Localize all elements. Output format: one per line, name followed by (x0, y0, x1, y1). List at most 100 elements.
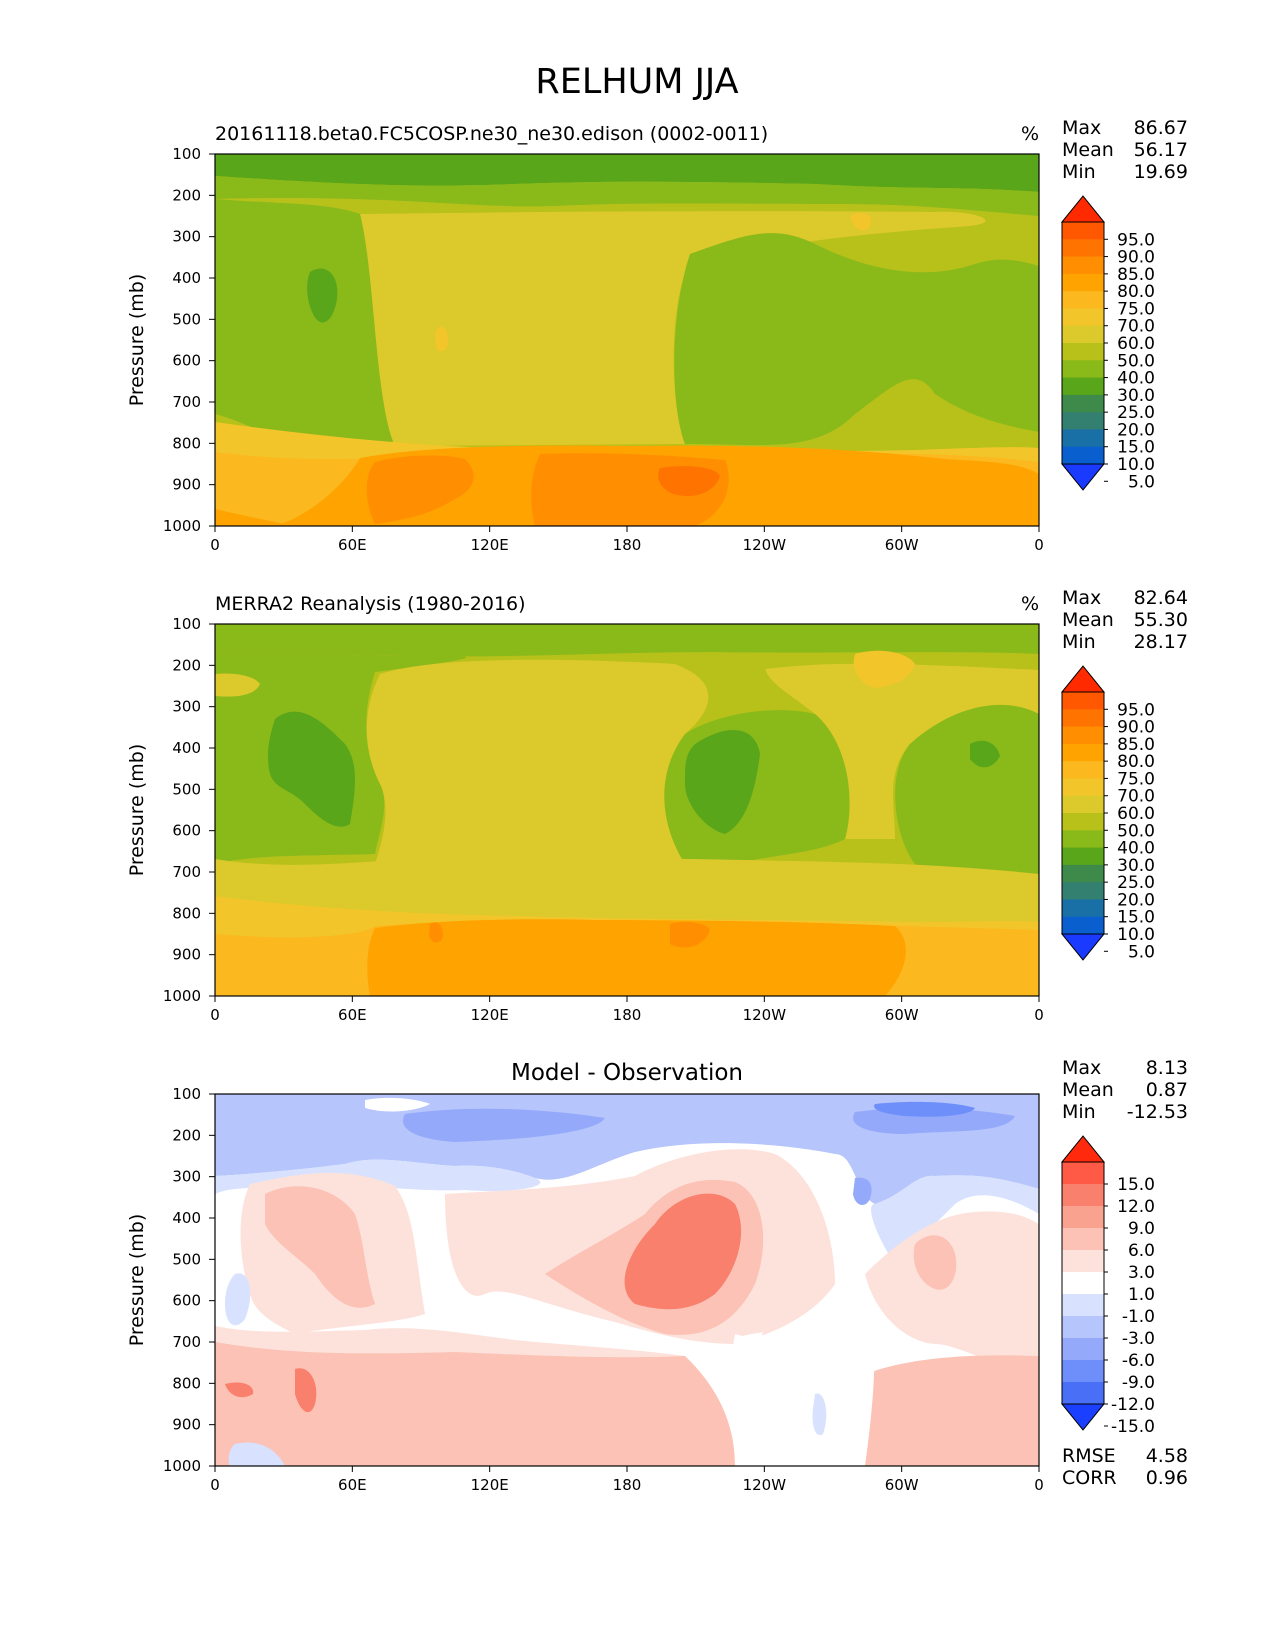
y-tick-label: 200 (172, 1126, 201, 1144)
colorbar-label: -12.0 (1111, 1395, 1155, 1415)
colorbar-swatch (1062, 1338, 1104, 1361)
colorbar-swatch (1062, 916, 1104, 935)
stat-min-value: 19.69 (1134, 161, 1188, 183)
colorbar-label: -1.0 (1122, 1307, 1155, 1327)
panel-observation: MERRA2 Reanalysis (1980-2016) % (126, 587, 1188, 1024)
y-tick-label: 100 (172, 145, 201, 163)
x-tick-label: 0 (1034, 536, 1044, 554)
x-tick-label: 60W (885, 536, 919, 554)
x-tick-label: 0 (1034, 1006, 1044, 1024)
x-tick-label: 180 (613, 1006, 642, 1024)
x-axis: 0 60E 120E 180 120W 60W 0 (210, 1466, 1044, 1494)
contour-fill (215, 1094, 1039, 1466)
colorbar-label: 90.0 (1117, 248, 1155, 268)
x-tick-label: 60E (338, 1476, 367, 1494)
colorbar-label: 85.0 (1117, 265, 1155, 285)
colorbar-label: 50.0 (1117, 821, 1155, 841)
x-tick-label: 180 (613, 1476, 642, 1494)
colorbar-swatch (1062, 1250, 1104, 1273)
colorbar-label: 25.0 (1117, 403, 1155, 423)
y-tick-label: 500 (172, 1250, 201, 1268)
colorbar-swatch (1062, 864, 1104, 883)
colorbar-swatch (1062, 412, 1104, 430)
colorbar-swatch (1062, 795, 1104, 814)
colorbar-extend-max (1060, 1135, 1106, 1163)
colorbar-label: 12.0 (1117, 1197, 1155, 1217)
stats-block: Max 8.13 Mean 0.87 Min -12.53 (1062, 1057, 1188, 1123)
colorbar-label: -6.0 (1122, 1351, 1155, 1371)
y-tick-label: 700 (172, 1333, 201, 1351)
y-tick-label: 800 (172, 904, 201, 922)
stat-mean-value: 55.30 (1134, 609, 1188, 631)
stat-mean-label: Mean (1062, 1079, 1114, 1101)
colorbar-swatch (1062, 813, 1104, 831)
stat-mean-value: 0.87 (1146, 1079, 1188, 1101)
y-tick-label: 800 (172, 1374, 201, 1392)
stat-max-value: 82.64 (1134, 587, 1188, 609)
y-tick-label: 500 (172, 780, 201, 798)
colorbar-swatch (1062, 377, 1104, 396)
colorbar: 15.012.09.06.03.01.0-1.0-3.0-6.0-9.0-12.… (1060, 1135, 1155, 1437)
y-tick-label: 1000 (163, 1457, 201, 1475)
corr-value: 0.96 (1146, 1467, 1188, 1489)
colorbar-label: 70.0 (1117, 787, 1155, 807)
panel-title: MERRA2 Reanalysis (1980-2016) (215, 593, 526, 615)
colorbar-swatch (1062, 343, 1104, 361)
colorbar-label: 9.0 (1128, 1219, 1155, 1239)
colorbar-swatch (1062, 429, 1104, 448)
x-tick-label: 0 (210, 1006, 220, 1024)
colorbar-label: 75.0 (1117, 299, 1155, 319)
x-tick-label: 180 (613, 536, 642, 554)
colorbar-swatch (1062, 1228, 1104, 1251)
colorbar-swatch (1062, 1294, 1104, 1317)
colorbar-label: -3.0 (1122, 1329, 1155, 1349)
y-tick-label: 700 (172, 863, 201, 881)
y-axis: 100 200 300 400 500 600 700 800 900 1000 (163, 145, 215, 535)
colorbar-swatch (1062, 1206, 1104, 1229)
figure-title: RELHUM JJA (535, 62, 738, 102)
x-tick-label: 120W (743, 536, 787, 554)
colorbar-frame (1061, 1161, 1105, 1405)
colorbar-label: 6.0 (1128, 1241, 1155, 1261)
colorbar: 95.090.085.080.075.070.060.050.040.030.0… (1060, 195, 1155, 492)
colorbar-label: 30.0 (1117, 856, 1155, 876)
colorbar-swatch (1062, 726, 1104, 745)
y-axis: 100 200 300 400 500 600 700 800 900 1000 (163, 615, 215, 1005)
x-tick-label: 0 (1034, 1476, 1044, 1494)
stat-min-label: Min (1062, 1101, 1096, 1123)
colorbar-swatch (1062, 222, 1104, 240)
y-tick-label: 400 (172, 1209, 201, 1227)
units-label: % (1021, 123, 1039, 145)
plot-area: 0 60E 120E 180 120W 60W 0 100 200 300 400 500 600 70… (163, 145, 1044, 554)
y-tick-label: 400 (172, 739, 201, 757)
colorbar-label: 60.0 (1117, 334, 1155, 354)
colorbar-label: 70.0 (1117, 317, 1155, 337)
stat-max-label: Max (1062, 587, 1101, 609)
x-tick-label: 0 (210, 1476, 220, 1494)
colorbar-swatch (1062, 308, 1104, 327)
y-tick-label: 1000 (163, 987, 201, 1005)
y-tick-label: 1000 (163, 517, 201, 535)
colorbar-swatch (1062, 899, 1104, 918)
colorbar-swatch (1062, 761, 1104, 779)
plot-area: 0 60E 120E 180 120W 60W 0 100 200 300 400 500 600 70… (163, 1085, 1044, 1494)
y-tick-label: 600 (172, 352, 201, 370)
y-tick-label: 600 (172, 822, 201, 840)
colorbar-label: 15.0 (1117, 438, 1155, 458)
y-axis: 100 200 300 400 500 600 700 800 900 1000 (163, 1085, 215, 1475)
plot-area: 0 60E 120E 180 120W 60W 0 100 200 300 400 500 600 70… (163, 615, 1044, 1024)
y-tick-label: 400 (172, 269, 201, 287)
colorbar-swatch (1062, 291, 1104, 309)
stat-min-value: 28.17 (1134, 631, 1188, 653)
x-tick-label: 60E (338, 1006, 367, 1024)
y-tick-label: 700 (172, 393, 201, 411)
stat-max-label: Max (1062, 1057, 1101, 1079)
y-axis-label: Pressure (mb) (126, 274, 148, 407)
colorbar-label: 20.0 (1117, 420, 1155, 440)
contour-fill (215, 624, 1039, 996)
rmse-label: RMSE (1062, 1445, 1116, 1467)
colorbar-swatch (1062, 709, 1104, 727)
colorbar-swatch (1062, 1162, 1104, 1185)
colorbar-label: 25.0 (1117, 873, 1155, 893)
